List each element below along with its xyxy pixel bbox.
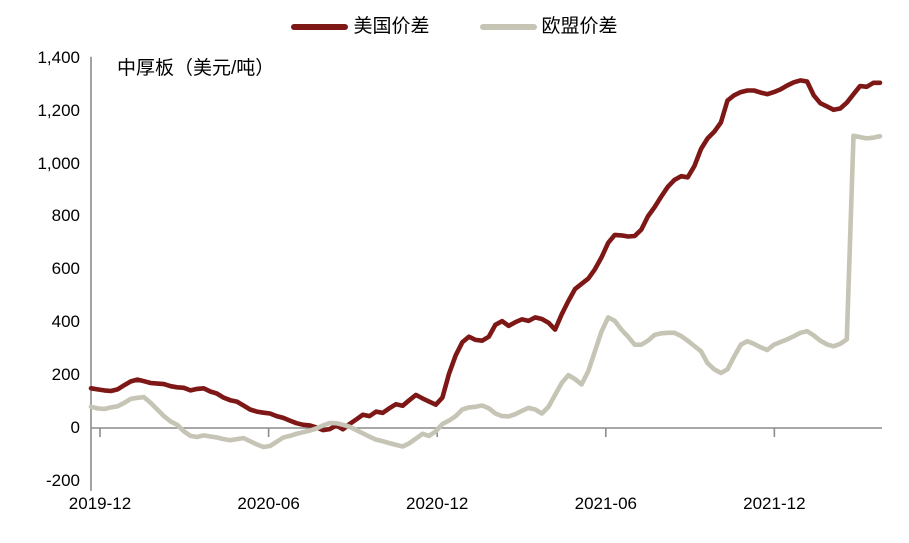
x-axis-label-2021-06: 2021-06 [574, 494, 637, 513]
us-series-swatch-icon [291, 24, 349, 30]
chart-title: 中厚板（美元/吨） [117, 58, 275, 79]
y-axis-label--200: -200 [45, 470, 80, 490]
y-axis-label-400: 400 [51, 312, 80, 332]
us-series-legend-label: 美国价差 [353, 16, 430, 37]
chart-legend: 美国价差 欧盟价差 [0, 17, 909, 37]
x-axis-label-2020-12: 2020-12 [406, 494, 469, 513]
legend-item-eu: 欧盟价差 [479, 16, 618, 37]
y-axis-label-600: 600 [51, 259, 80, 279]
x-axis-label-2021-12: 2021-12 [743, 494, 806, 513]
y-axis-label-800: 800 [51, 206, 80, 226]
us-series-line [88, 78, 883, 433]
y-axis-label-1000: 1,000 [37, 153, 80, 173]
y-axis-label-1400: 1,400 [37, 47, 80, 67]
eu-series-swatch-icon [479, 24, 537, 30]
legend-item-us: 美国价差 [291, 16, 430, 37]
eu-series-line [88, 133, 883, 450]
x-axis-label-2020-06: 2020-06 [237, 494, 300, 513]
y-axis-label-0: 0 [70, 418, 80, 437]
y-axis-label-200: 200 [51, 365, 80, 385]
eu-series-legend-label: 欧盟价差 [541, 16, 618, 37]
y-axis-label-1200: 1,200 [37, 100, 80, 120]
x-axis-label-2019-12: 2019-12 [68, 494, 132, 513]
